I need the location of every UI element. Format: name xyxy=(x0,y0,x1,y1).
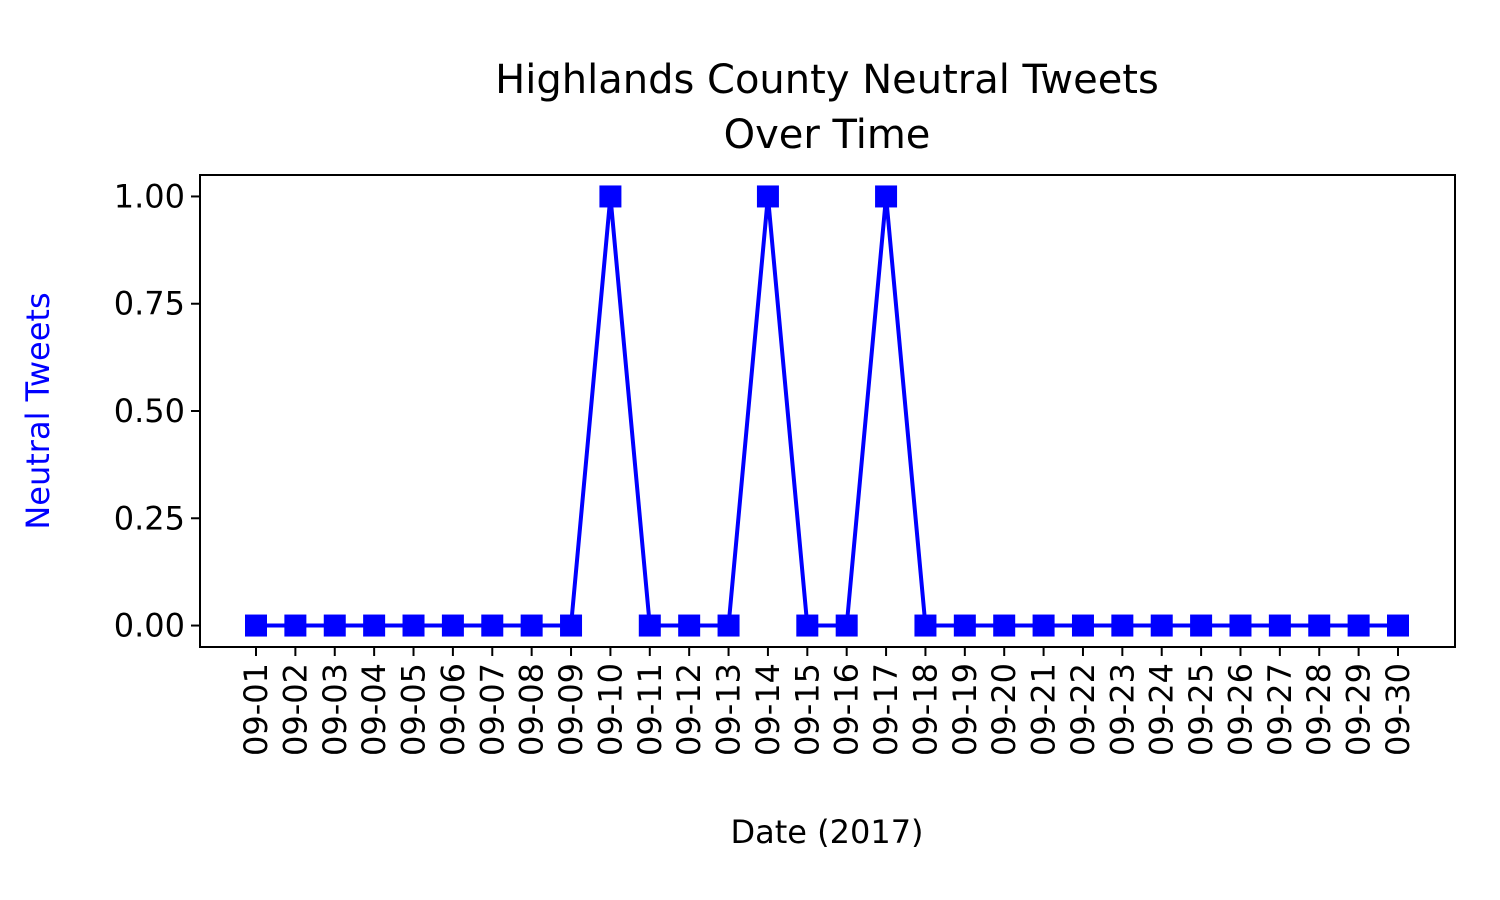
chart-title-line-1: Highlands County Neutral Tweets xyxy=(495,57,1159,103)
x-tick-label: 09-04 xyxy=(355,663,393,756)
x-tick-label: 09-16 xyxy=(828,663,866,756)
x-tick-label: 09-14 xyxy=(749,663,787,756)
data-point-marker xyxy=(1348,615,1370,637)
data-point-marker xyxy=(993,615,1015,637)
x-tick-label: 09-23 xyxy=(1103,663,1141,756)
data-point-marker xyxy=(718,615,740,637)
x-tick-label: 09-18 xyxy=(906,663,944,756)
data-point-marker xyxy=(1151,615,1173,637)
x-tick-label: 09-17 xyxy=(867,663,905,756)
data-point-marker xyxy=(1308,615,1330,637)
data-point-marker xyxy=(1269,615,1291,637)
x-tick-label: 09-13 xyxy=(710,663,748,756)
data-point-marker xyxy=(1387,615,1409,637)
y-tick-label: 0.75 xyxy=(114,285,185,323)
data-point-marker xyxy=(796,615,818,637)
x-tick-label: 09-07 xyxy=(473,663,511,756)
x-tick-label: 09-28 xyxy=(1300,663,1338,756)
x-tick-label: 09-19 xyxy=(946,663,984,756)
data-point-marker xyxy=(521,615,543,637)
x-tick-label: 09-09 xyxy=(552,663,590,756)
data-point-marker xyxy=(442,615,464,637)
data-point-marker xyxy=(757,185,779,207)
x-tick-label: 09-05 xyxy=(395,663,433,756)
x-axis-ticks: 09-01 09-02 09-03 09-04 09-05 09-06 09-07 09-08… xyxy=(237,647,1417,756)
data-point-marker xyxy=(363,615,385,637)
data-point-marker xyxy=(324,615,346,637)
data-point-marker xyxy=(599,185,621,207)
data-point-marker xyxy=(914,615,936,637)
x-tick-label: 09-26 xyxy=(1221,663,1259,756)
data-point-marker xyxy=(1190,615,1212,637)
y-tick-label: 0.50 xyxy=(114,392,185,430)
x-tick-label: 09-06 xyxy=(434,663,472,756)
x-tick-label: 09-12 xyxy=(670,663,708,756)
data-point-marker xyxy=(1033,615,1055,637)
x-tick-label: 09-03 xyxy=(316,663,354,756)
x-tick-label: 09-21 xyxy=(1025,663,1063,756)
chart-title-line-2: Over Time xyxy=(724,112,931,158)
data-point-marker xyxy=(1111,615,1133,637)
x-tick-label: 09-25 xyxy=(1182,663,1220,756)
data-point-marker xyxy=(481,615,503,637)
y-axis-label: Neutral Tweets xyxy=(19,292,57,529)
y-tick-label: 0.00 xyxy=(114,607,185,645)
data-point-marker xyxy=(875,185,897,207)
data-point-marker xyxy=(1229,615,1251,637)
data-point-marker xyxy=(1072,615,1094,637)
data-point-marker xyxy=(678,615,700,637)
data-point-marker xyxy=(639,615,661,637)
x-tick-label: 09-10 xyxy=(591,663,629,756)
data-point-marker xyxy=(560,615,582,637)
x-tick-label: 09-08 xyxy=(513,663,551,756)
x-axis-label: Date (2017) xyxy=(730,813,923,851)
x-tick-label: 09-20 xyxy=(985,663,1023,756)
data-point-marker xyxy=(836,615,858,637)
x-tick-label: 09-29 xyxy=(1340,663,1378,756)
x-tick-label: 09-01 xyxy=(237,663,275,756)
x-tick-label: 09-24 xyxy=(1143,663,1181,756)
y-tick-label: 1.00 xyxy=(114,177,185,215)
data-point-marker xyxy=(403,615,425,637)
data-point-marker xyxy=(954,615,976,637)
x-tick-label: 09-27 xyxy=(1261,663,1299,756)
x-tick-label: 09-15 xyxy=(788,663,826,756)
x-tick-label: 09-30 xyxy=(1379,663,1417,756)
x-tick-label: 09-02 xyxy=(276,663,314,756)
data-point-marker xyxy=(245,615,267,637)
data-point-marker xyxy=(284,615,306,637)
x-tick-label: 09-22 xyxy=(1064,663,1102,756)
x-tick-label: 09-11 xyxy=(631,663,669,756)
y-tick-label: 0.25 xyxy=(114,499,185,537)
